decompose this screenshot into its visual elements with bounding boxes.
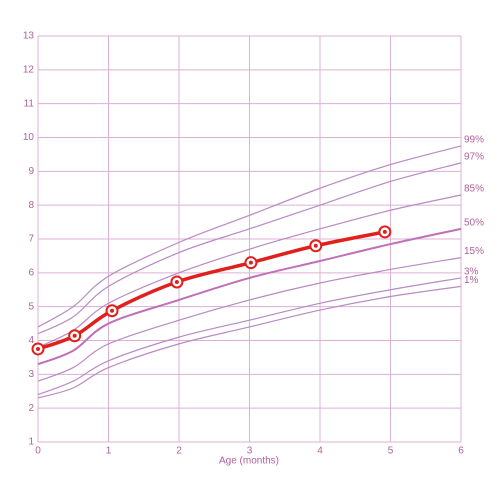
percentile-label: 97% bbox=[464, 152, 484, 163]
y-tick-label: 10 bbox=[23, 132, 35, 143]
y-tick-label: 7 bbox=[28, 234, 34, 245]
measurement-dot bbox=[110, 308, 115, 313]
percentile-line bbox=[37, 257, 462, 382]
percentile-line bbox=[37, 227, 462, 366]
measurement-dot bbox=[36, 346, 40, 351]
y-tick-label: 5 bbox=[28, 301, 34, 312]
x-tick-label: 3 bbox=[247, 446, 253, 457]
measurement-dot bbox=[313, 243, 318, 248]
measurement-dot bbox=[72, 333, 77, 338]
x-tick-label: 5 bbox=[388, 446, 394, 457]
y-tick-label: 9 bbox=[28, 166, 34, 177]
y-tick-label: 13 bbox=[23, 31, 35, 42]
percentile-label: 50% bbox=[464, 217, 484, 228]
y-tick-label: 4 bbox=[28, 335, 34, 346]
y-tick-label: 11 bbox=[24, 98, 35, 109]
y-tick-label: 1 bbox=[28, 437, 34, 448]
y-tick-label: 2 bbox=[28, 403, 34, 414]
y-tick-label: 3 bbox=[28, 369, 34, 380]
percentile-line bbox=[37, 162, 462, 335]
x-tick-label: 4 bbox=[317, 446, 323, 457]
measurement-dot bbox=[248, 260, 253, 265]
percentile-label: 15% bbox=[464, 246, 484, 257]
percentile-line bbox=[37, 194, 462, 348]
measurement-dot bbox=[382, 229, 387, 234]
percentile-label: 3% bbox=[464, 267, 479, 278]
x-tick-label: 0 bbox=[35, 446, 41, 457]
percentile-line bbox=[37, 277, 462, 396]
percentile-line bbox=[37, 285, 462, 399]
y-tick-label: 6 bbox=[28, 267, 34, 278]
x-tick-label: 1 bbox=[106, 446, 112, 457]
measurement-dot bbox=[174, 279, 179, 284]
percentile-line bbox=[37, 145, 462, 328]
percentile-label: 1% bbox=[464, 275, 479, 286]
x-axis-label: Age (months) bbox=[219, 456, 279, 467]
percentile-label: 85% bbox=[464, 184, 484, 195]
x-tick-label: 2 bbox=[176, 446, 182, 457]
y-tick-label: 8 bbox=[28, 200, 34, 211]
y-tick-label: 12 bbox=[23, 64, 35, 75]
x-tick-label: 6 bbox=[458, 446, 464, 457]
percentile-label: 99% bbox=[464, 135, 484, 146]
